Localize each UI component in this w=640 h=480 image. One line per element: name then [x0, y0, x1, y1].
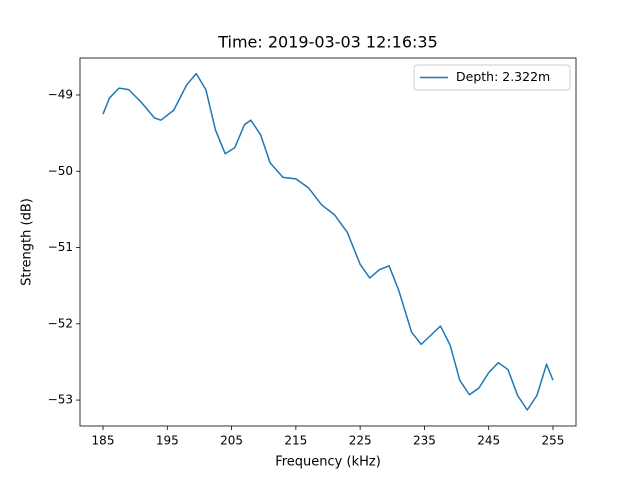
y-tick-label: −49 [48, 87, 73, 101]
data-line [102, 72, 554, 411]
x-tick-label: 195 [156, 434, 179, 448]
x-tick-label: 255 [542, 434, 565, 448]
legend-box [413, 64, 571, 91]
y-tick-label: −53 [48, 393, 73, 407]
y-tick-label: −52 [48, 316, 73, 330]
plot-frame [79, 57, 577, 427]
y-axis-label: Strength (dB) [20, 198, 35, 286]
y-tick-label: −50 [48, 164, 73, 178]
x-tick-label: 235 [413, 434, 436, 448]
y-tick-label: −51 [48, 240, 73, 254]
x-tick-label: 245 [477, 434, 500, 448]
x-tick-label: 205 [220, 434, 243, 448]
x-tick-label: 215 [284, 434, 307, 448]
x-axis-label: Frequency (kHz) [275, 455, 381, 470]
x-tick-label: 185 [92, 434, 115, 448]
chart-title: Time: 2019-03-03 12:16:35 [217, 33, 438, 52]
x-tick-label: 225 [349, 434, 372, 448]
legend-label: Depth: 2.322m [456, 69, 550, 84]
